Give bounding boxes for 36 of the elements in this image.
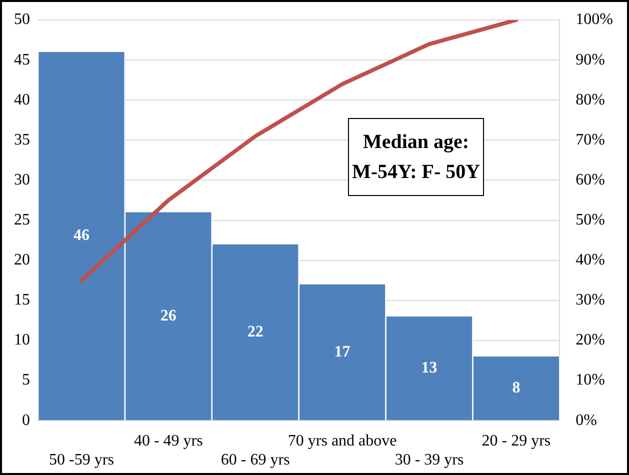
data-label: 46 [73,227,90,244]
y-tick-label: 15 [14,292,30,309]
y2-tick-label: 80% [576,91,605,108]
data-label: 17 [334,343,350,360]
y2-tick-label: 10% [576,372,605,389]
y2-tick-label: 50% [576,212,605,229]
y2-tick-label: 0% [576,412,597,429]
data-label: 26 [160,307,176,324]
annotation: M-54Y: F- 50Y [350,160,482,185]
y-tick-label: 50 [14,11,30,28]
y2-tick-label: 100% [576,11,613,28]
y-tick-label: 45 [14,51,30,68]
y-tick-label: 30 [14,171,30,188]
x-tick-label: 40 - 49 yrs [134,432,203,450]
x-tick-label: 30 - 39 yrs [394,452,464,469]
y2-tick-label: 90% [576,51,605,68]
y-tick-label: 5 [22,372,30,389]
x-tick-label: 50 -59 yrs [49,452,114,469]
y2-tick-label: 20% [576,332,605,349]
data-label: 13 [421,359,438,376]
x-tick-label: 60 - 69 yrs [220,452,290,469]
data-label: 8 [512,379,520,396]
y2-tick-label: 40% [576,252,605,269]
y-tick-label: 0 [22,412,30,429]
y-tick-label: 35 [14,131,30,148]
y2-tick-label: 30% [576,292,605,309]
y-tick-label: 20 [14,252,30,269]
y2-tick-label: 70% [576,131,605,148]
y-tick-label: 10 [14,332,30,349]
y-tick-label: 25 [14,212,30,229]
y2-tick-label: 60% [576,171,605,188]
data-label: 22 [247,323,264,340]
annotation: Median age: [362,130,470,155]
x-tick-label: 20 - 29 yrs [482,432,551,450]
y-tick-label: 40 [14,91,30,108]
x-tick-label: 70 yrs and above [288,432,397,450]
